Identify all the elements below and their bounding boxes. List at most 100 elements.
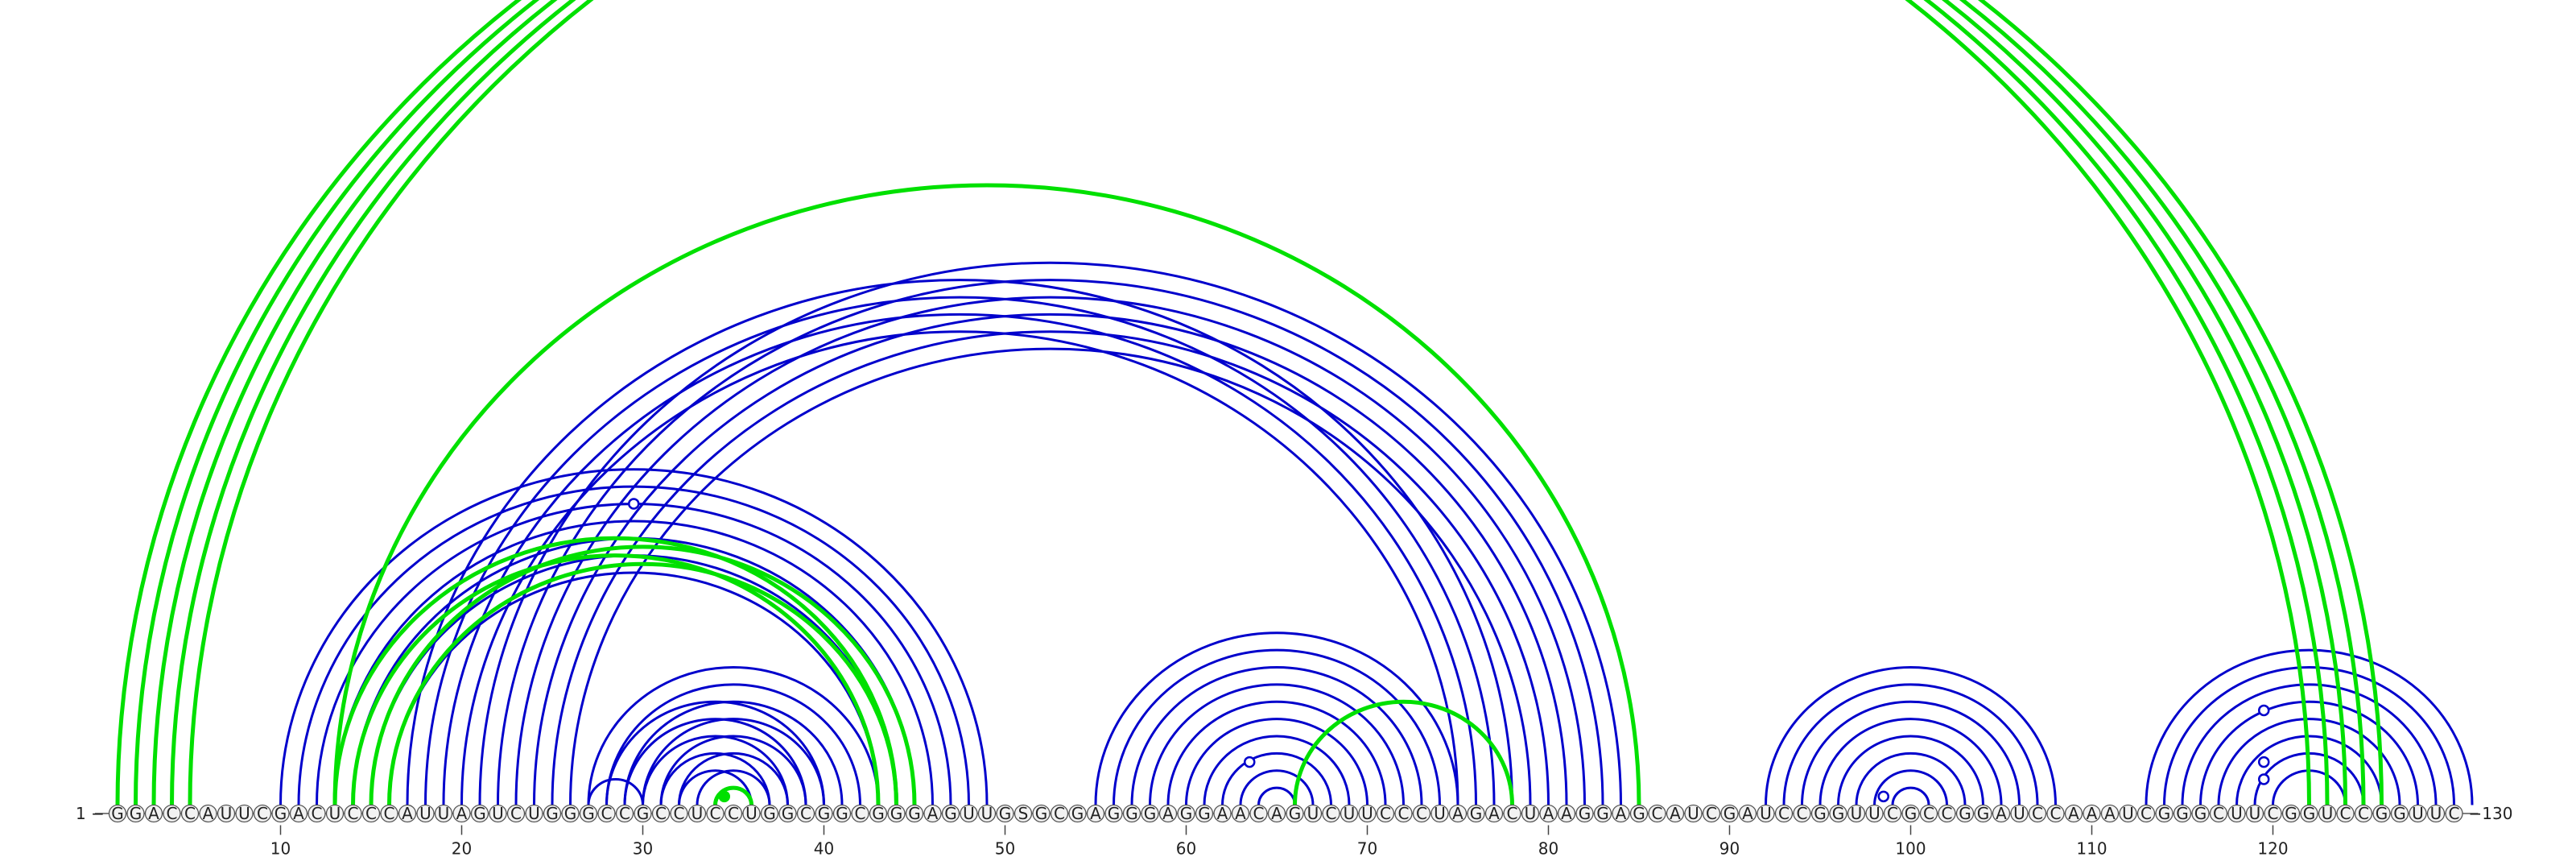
nucleotide-letter: U: [2231, 804, 2243, 823]
nucleotide: G: [1068, 804, 1087, 823]
nucleotide: G: [2300, 804, 2318, 823]
nucleotide-letter: C: [2213, 804, 2224, 823]
blue-arc: [1855, 751, 1967, 805]
nucleotide-letter: U: [2122, 804, 2134, 823]
nucleotide-letter: C: [2449, 804, 2460, 823]
green-arc: [1293, 699, 1514, 805]
nucleotide: U: [1430, 804, 1449, 823]
blue-arc: [2199, 700, 2419, 805]
blue-arc: [1166, 700, 1387, 805]
nucleotide: A: [1992, 804, 2011, 823]
nucleotide: A: [144, 804, 163, 823]
blue-arc: [1782, 683, 2039, 805]
nucleotide-letter: C: [1398, 804, 1410, 823]
nucleotide-letter: C: [1416, 804, 1427, 823]
nucleotide: G: [778, 804, 797, 823]
nucleotide-letter: C: [855, 804, 866, 823]
nucleotide: U: [2426, 804, 2446, 823]
nucleotide: C: [2264, 804, 2282, 823]
nucleotide-letter: U: [963, 804, 975, 823]
nucleotide: G: [1720, 804, 1739, 823]
nucleotide: G: [1575, 804, 1594, 823]
nucleotide-letter: G: [275, 804, 287, 823]
open-marker: [2258, 704, 2270, 717]
nucleotide-letter: C: [167, 804, 178, 823]
nucleotide-letter: A: [1271, 804, 1282, 823]
blue-arc: [497, 279, 1604, 805]
nucleotide: G: [1104, 804, 1123, 823]
nucleotide-letter: G: [2285, 804, 2297, 823]
nucleotide: U: [960, 804, 978, 823]
nucleotide-letter: C: [800, 804, 811, 823]
nucleotide: C: [1938, 804, 1956, 823]
nucleotide: U: [525, 804, 543, 823]
nucleotide-letter: G: [2303, 804, 2316, 823]
nucleotide-letter: C: [184, 804, 196, 823]
nucleotide-letter: G: [782, 804, 795, 823]
nucleotide-letter: U: [1687, 804, 1699, 823]
blue-arc: [696, 769, 771, 805]
green-arc: [332, 536, 898, 805]
blue-arc: [587, 666, 880, 805]
nucleotide: C: [1793, 804, 1811, 823]
blue-arc: [1113, 648, 1441, 805]
nucleotide-letter: A: [1235, 804, 1246, 823]
nucleotide: C: [2046, 804, 2065, 823]
tick-label: 120: [2257, 839, 2288, 857]
nucleotide-letter: C: [2050, 804, 2062, 823]
nucleotide: C: [796, 804, 815, 823]
nucleotide: U: [742, 804, 761, 823]
nucleotide-letter: C: [1778, 804, 1790, 823]
nucleotide: C: [2445, 804, 2463, 823]
green-arc: [332, 183, 1641, 805]
blue-arc: [1765, 666, 2057, 805]
nucleotide: G: [1141, 804, 1159, 823]
nucleotide: C: [2354, 804, 2373, 823]
nucleotide-letter: G: [2376, 804, 2388, 823]
blue-arc: [2181, 683, 2438, 805]
green-arc: [188, 0, 2384, 805]
nucleotide: U: [416, 804, 435, 823]
nucleotide-letter: G: [564, 804, 577, 823]
blue-arc: [605, 683, 861, 805]
nucleotide: G: [887, 804, 906, 823]
ticks-layer: 10 20 30 40 50 60 70 80 90 100 110 120: [270, 825, 2289, 857]
nucleotide: C: [308, 804, 326, 823]
nucleotide-letter: U: [745, 804, 758, 823]
nucleotide-letter: C: [619, 804, 630, 823]
nucleotide-letter: C: [1054, 804, 1065, 823]
nucleotide-letter: U: [1434, 804, 1446, 823]
nucleotide-letter: G: [1596, 804, 1609, 823]
nucleotide-letter: C: [1507, 804, 1518, 823]
nucleotide: U: [977, 804, 997, 823]
nucleotide-letter: C: [728, 804, 739, 823]
nucleotide: G: [543, 804, 562, 823]
open-marker: [1244, 756, 1256, 768]
nucleotide: G: [1467, 804, 1485, 823]
nucleotide: C: [1322, 804, 1340, 823]
nucleotide-letter: C: [674, 804, 685, 823]
nucleotide-letter: G: [763, 804, 776, 823]
nucleotide: U: [434, 804, 453, 823]
nucleotide: G: [1032, 804, 1051, 823]
nucleotide-letter: U: [1525, 804, 1537, 823]
blue-arc: [642, 718, 825, 805]
nucleotide-letter: A: [1162, 804, 1174, 823]
nucleotide-letter: A: [1090, 804, 1101, 823]
nucleotide-letter: C: [365, 804, 377, 823]
blue-arc: [2217, 718, 2401, 805]
nucleotide-letter: A: [456, 804, 468, 823]
green-arc: [115, 0, 2311, 805]
nucleotide-letter: C: [2140, 804, 2152, 823]
markers-layer: [628, 498, 2270, 803]
nucleotide: C: [1412, 804, 1431, 823]
nucleotide-letter: G: [908, 804, 921, 823]
nucleotide: A: [289, 804, 308, 823]
nucleotide: U: [2119, 804, 2137, 823]
nucleotide: G: [1593, 804, 1612, 823]
nucleotide: C: [253, 804, 272, 823]
nucleotide: G: [832, 804, 852, 823]
nucleotide: A: [1612, 804, 1630, 823]
nucleotide: A: [1448, 804, 1468, 823]
